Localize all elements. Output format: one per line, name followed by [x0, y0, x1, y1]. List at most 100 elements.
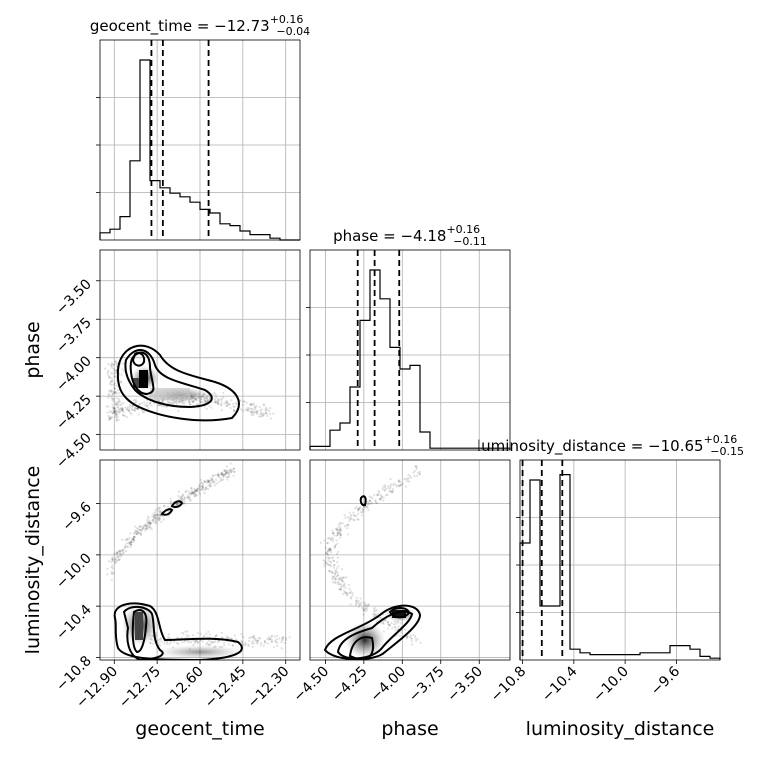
scatter-point	[127, 542, 130, 545]
scatter-point	[212, 474, 215, 477]
scatter-point	[115, 363, 118, 366]
contour-mid	[122, 606, 164, 660]
scatter-point	[278, 637, 281, 640]
scatter-point	[128, 408, 131, 411]
scatter-point	[110, 570, 113, 573]
x-tick-label-geocent_time: −12.45	[202, 664, 250, 712]
scatter-point	[339, 522, 342, 525]
scatter-point	[386, 620, 389, 624]
scatter-point	[115, 414, 118, 417]
scatter-point	[120, 403, 123, 406]
scatter-point	[373, 613, 376, 616]
scatter-point	[205, 643, 208, 646]
scatter-point	[225, 401, 228, 405]
scatter-point	[230, 470, 233, 473]
scatter-point	[199, 488, 202, 491]
scatter-point	[347, 583, 351, 587]
scatter-point	[340, 579, 343, 582]
scatter-point	[397, 479, 400, 483]
scatter-point	[361, 606, 364, 609]
scatter-point	[379, 498, 382, 501]
scatter-point	[193, 487, 196, 490]
scatter-point	[115, 401, 118, 404]
scatter-point	[336, 531, 339, 534]
scatter-point	[155, 522, 158, 525]
scatter-point	[329, 561, 333, 564]
scatter-point	[225, 471, 228, 475]
scatter-point	[363, 608, 366, 611]
contour-streak	[359, 495, 367, 507]
scatter-point	[340, 585, 343, 588]
scatter-point	[207, 398, 210, 402]
scatter-point	[399, 622, 402, 625]
scatter-point	[414, 635, 417, 638]
scatter-point	[228, 403, 231, 406]
scatter-point	[339, 588, 342, 591]
scatter-point	[114, 391, 117, 394]
scatter-point	[175, 402, 178, 405]
scatter-point	[117, 558, 120, 562]
scatter-point	[337, 532, 340, 535]
scatter-point	[203, 480, 207, 483]
scatter-point	[231, 644, 235, 647]
contour-inner	[348, 636, 375, 660]
x-axis-label-phase: phase	[381, 718, 438, 740]
scatter-point	[392, 482, 395, 485]
scatter-point	[156, 513, 159, 516]
scatter-point	[168, 642, 171, 646]
scatter-point	[201, 401, 205, 404]
scatter-point	[158, 514, 161, 517]
scatter-point	[222, 396, 225, 399]
scatter-point	[149, 642, 152, 645]
scatter-point	[219, 478, 223, 481]
scatter-point	[406, 635, 409, 638]
scatter-point	[112, 383, 115, 386]
scatter-point	[196, 642, 200, 645]
scatter-point	[208, 484, 211, 487]
scatter-point	[251, 407, 254, 411]
scatter-point	[333, 545, 336, 548]
scatter-point	[216, 398, 220, 401]
scatter-point	[184, 490, 188, 493]
scatter-point	[216, 473, 219, 476]
scatter-point	[110, 366, 113, 369]
scatter-point	[249, 403, 252, 406]
scatter-point	[113, 386, 116, 390]
scatter-point	[341, 576, 344, 579]
title-luminosity-distance: luminosity_distance = −10.65+0.16 −0.15	[477, 433, 744, 458]
panel-frame-geocent_time-geocent_time	[99, 39, 301, 241]
scatter-point	[113, 387, 116, 391]
scatter-point	[126, 545, 130, 548]
scatter-point	[208, 633, 212, 636]
scatter-point	[360, 601, 363, 604]
scatter-point	[118, 410, 121, 414]
scatter-point	[363, 603, 366, 606]
scatter-point	[129, 411, 132, 414]
scatter-point	[368, 500, 372, 503]
scatter-point	[365, 607, 368, 610]
scatter-point	[416, 638, 419, 641]
scatter-point	[201, 487, 204, 490]
grid-layer	[100, 40, 720, 660]
scatter-point	[228, 468, 232, 471]
density-phase-distance	[323, 495, 422, 660]
scatter-point	[124, 406, 127, 409]
scatter-point	[338, 531, 341, 535]
scatter-point	[330, 536, 333, 539]
scatter-point	[344, 586, 347, 589]
scatter-point	[147, 523, 150, 527]
scatter-point	[118, 400, 121, 404]
scatter-point	[345, 576, 348, 579]
scatter-point	[357, 602, 360, 605]
scatter-point	[358, 507, 361, 510]
scatter-point	[192, 491, 195, 494]
scatter-point	[157, 507, 161, 510]
scatter-point	[376, 493, 379, 497]
scatter-point	[188, 498, 191, 501]
x-tick-label-phase: −4.00	[367, 664, 409, 706]
scatter-point	[329, 548, 332, 551]
scatter-point	[144, 529, 147, 532]
scatter-point	[353, 519, 356, 522]
scatter-point	[385, 487, 388, 490]
scatter-point	[252, 411, 255, 414]
